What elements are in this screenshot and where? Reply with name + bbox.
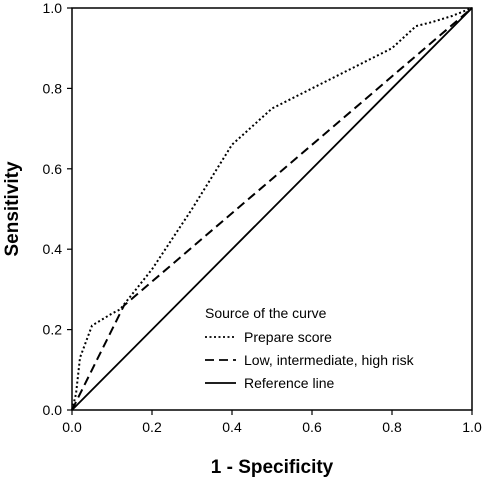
x-axis-ticks: 0.0 0.2 0.4 0.6 0.8 1.0: [62, 410, 482, 435]
x-tick-label: 0.6: [302, 419, 322, 435]
y-tick-label: 0.8: [43, 80, 63, 96]
y-tick-label: 0.2: [43, 322, 63, 338]
x-tick-label: 0.0: [62, 419, 82, 435]
x-tick-label: 0.2: [142, 419, 162, 435]
y-axis-title: Sensitivity: [2, 161, 23, 256]
legend-entry-label: Low, intermediate, high risk: [244, 352, 415, 368]
series-line-dashed: [71, 7, 473, 411]
legend-title: Source of the curve: [205, 305, 327, 321]
legend: Source of the curve Prepare score Low, in…: [205, 305, 415, 391]
x-axis-title: 1 - Specificity: [211, 457, 334, 478]
series-line-dotted: [71, 7, 473, 411]
y-tick-label: 0.0: [43, 402, 63, 418]
x-tick-label: 0.8: [382, 419, 402, 435]
y-tick-label: 0.6: [43, 161, 63, 177]
series-line-solid: [71, 7, 473, 411]
legend-entry-label: Reference line: [244, 375, 334, 391]
legend-entry-label: Prepare score: [244, 329, 332, 345]
y-axis-ticks: 0.0 0.2 0.4 0.6 0.8 1.0: [43, 0, 72, 418]
y-tick-label: 0.4: [43, 241, 63, 257]
plot-frame: [71, 7, 473, 411]
legend-entries: Prepare score Low, intermediate, high ris…: [205, 329, 415, 391]
y-tick-label: 1.0: [43, 0, 63, 16]
x-tick-label: 0.4: [222, 419, 242, 435]
x-tick-label: 1.0: [462, 419, 482, 435]
series-layer: [71, 7, 473, 411]
